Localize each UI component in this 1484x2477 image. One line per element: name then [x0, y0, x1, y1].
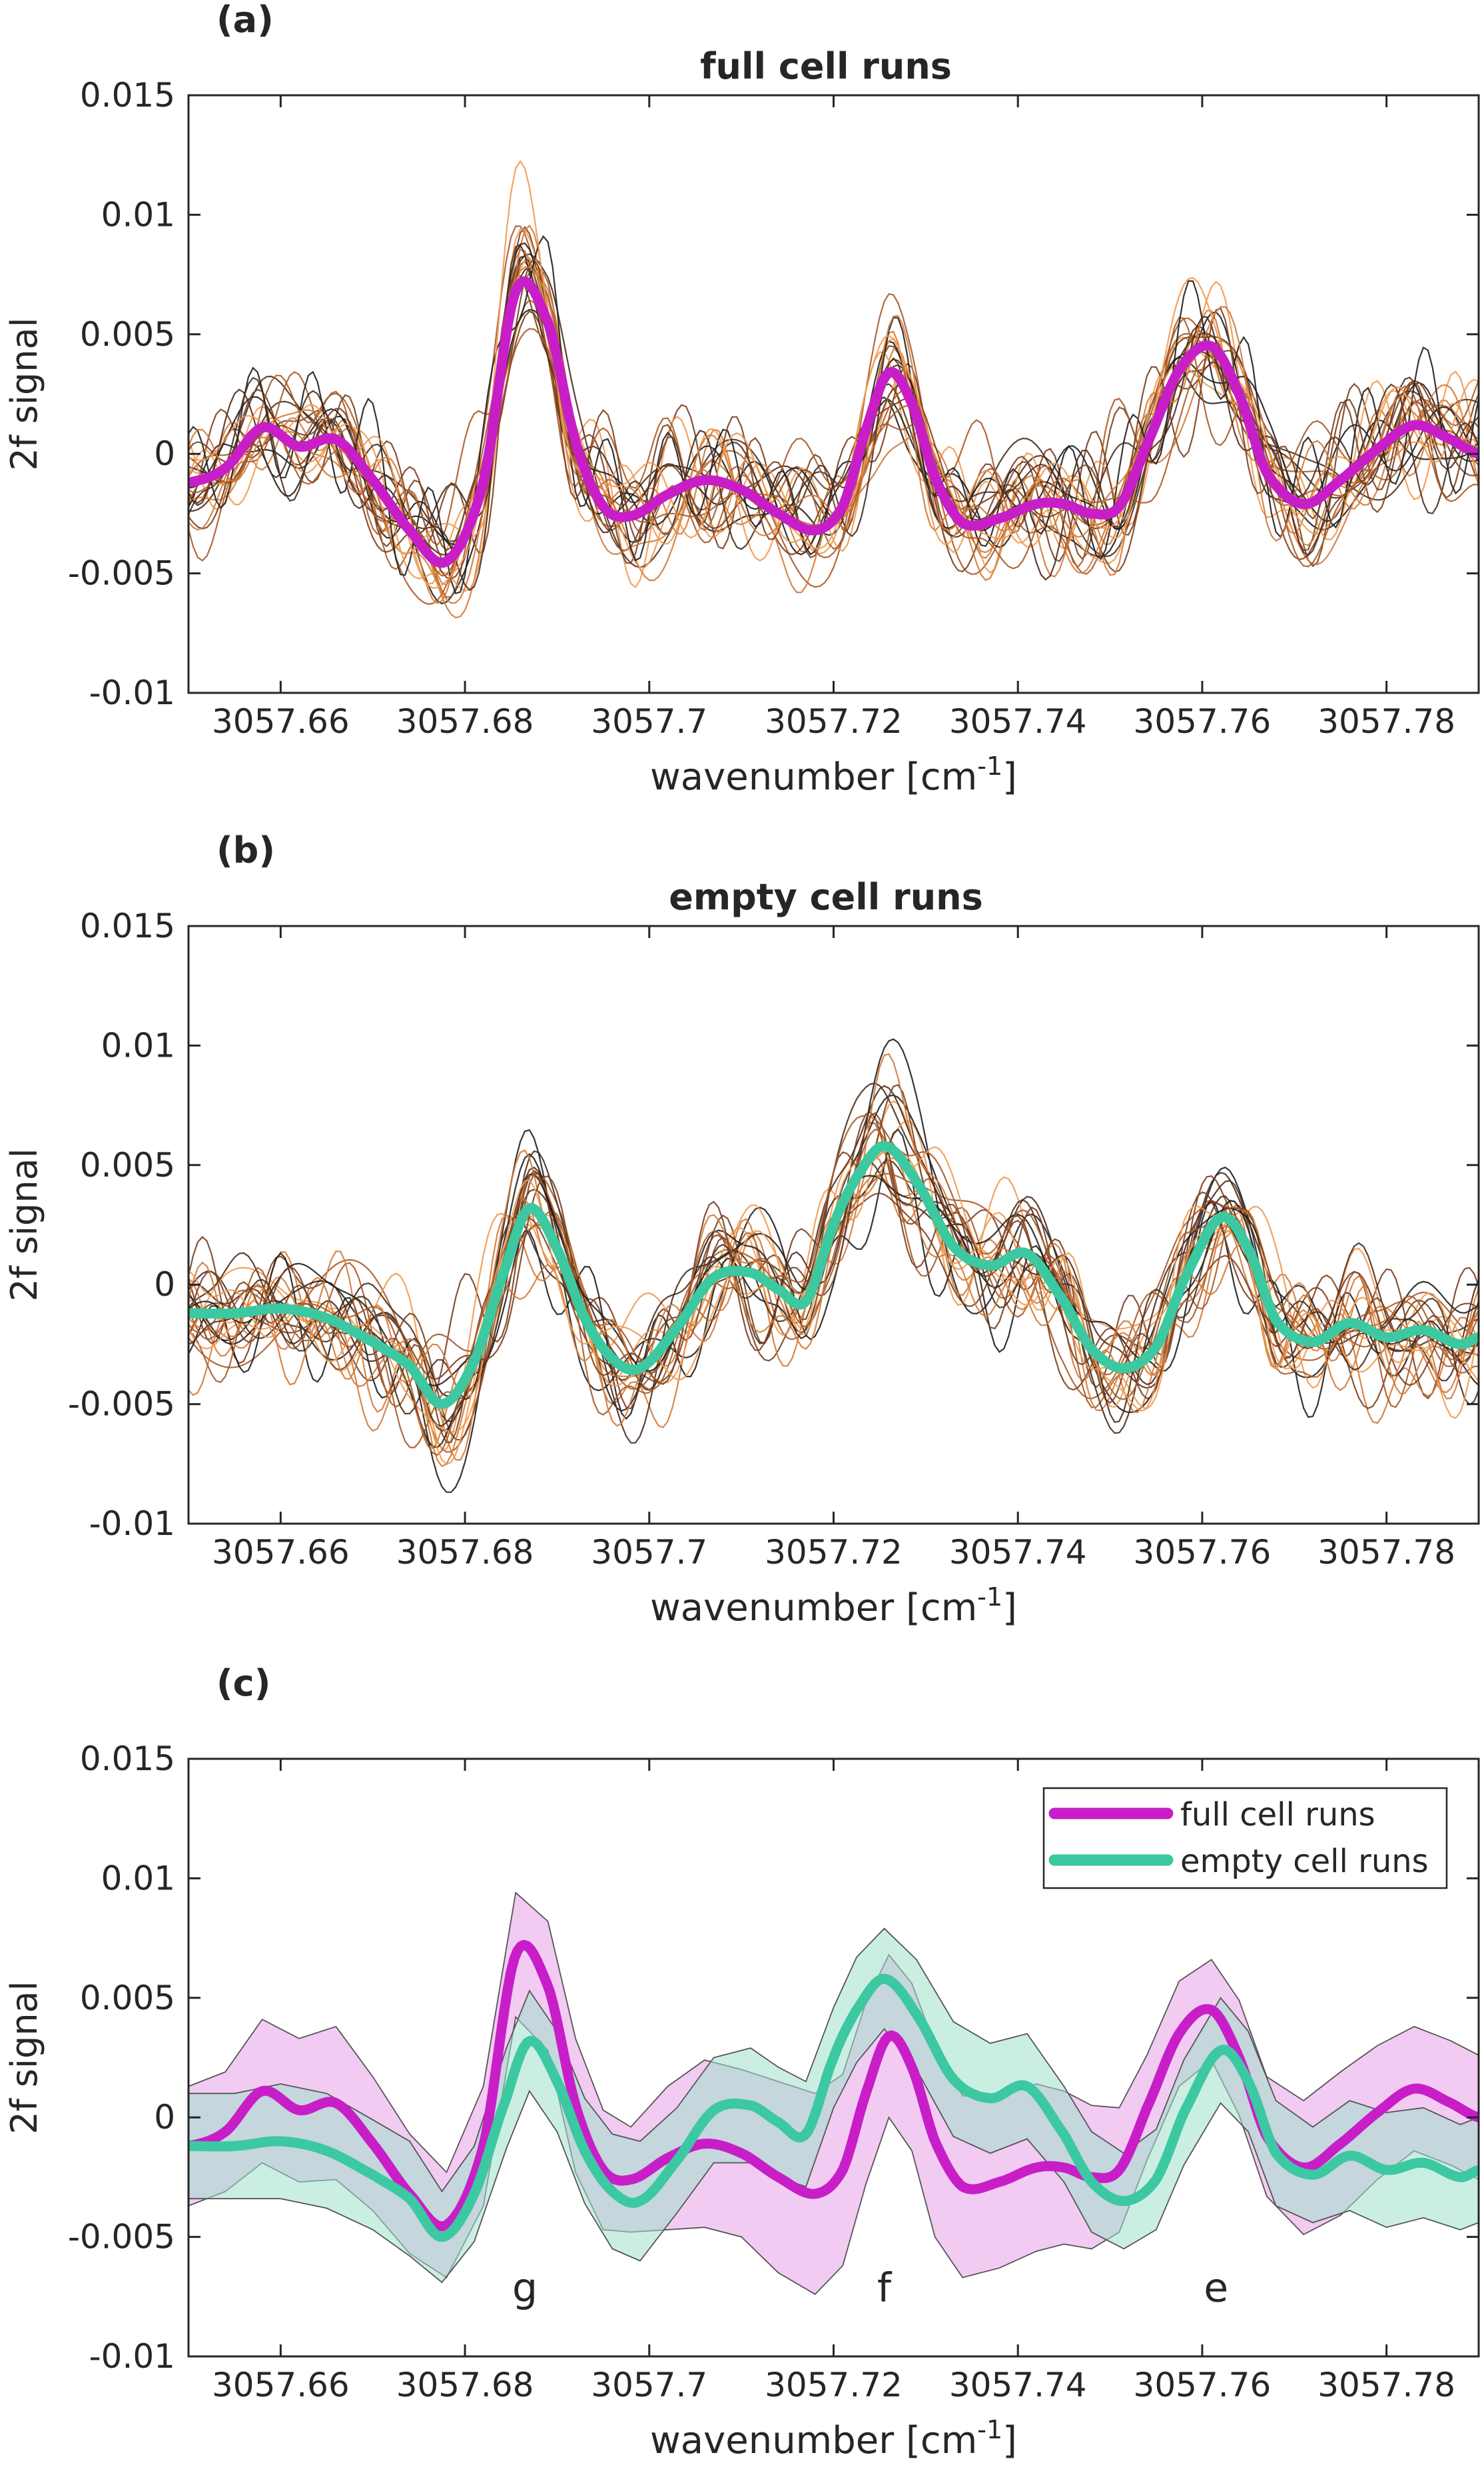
peak-label-f: f	[877, 2264, 893, 2311]
x-tick-label: 3057.78	[1317, 702, 1455, 741]
y-tick-label: 0.01	[101, 1026, 175, 1065]
y-tick-label: 0	[154, 434, 175, 473]
chart-title-b: empty cell runs	[669, 876, 982, 918]
legend: full cell runs empty cell runs	[1042, 1787, 1448, 1889]
run-trace	[188, 258, 1479, 563]
run-trace	[188, 224, 1479, 586]
y-tick-label: -0.01	[89, 1504, 175, 1543]
x-tick-label: 3057.66	[212, 1533, 350, 1572]
series-line-empty	[188, 1141, 1479, 1409]
panel-b: (b) empty cell runs 3057.66 3057.68 3057.7…	[3, 829, 1480, 1630]
x-tick-label: 3057.68	[396, 702, 534, 741]
y-axis-label-b: 2f signal	[3, 1148, 45, 1301]
x-tick-label: 3057.66	[212, 702, 350, 741]
run-trace	[188, 243, 1479, 592]
x-tick-label: 3057.74	[949, 2366, 1087, 2404]
axis-ticks-c: 3057.66 3057.68 3057.7 3057.72 3057.74 3057.7…	[68, 1739, 1479, 2404]
x-tick-label: 3057.7	[591, 1533, 707, 1572]
legend-box	[1042, 1787, 1448, 1889]
x-tick-label: 3057.68	[396, 2366, 534, 2404]
peak-label-g: g	[512, 2264, 538, 2311]
y-tick-label: 0.005	[80, 1146, 175, 1185]
x-tick-label: 3057.78	[1317, 2366, 1455, 2404]
run-trace	[188, 1100, 1479, 1412]
y-tick-label: 0.005	[80, 1979, 175, 2017]
run-trace	[188, 328, 1479, 577]
x-tick-label: 3057.7	[591, 2366, 707, 2404]
panel-label-a: (a)	[216, 0, 274, 41]
x-tick-label: 3057.76	[1134, 1533, 1272, 1572]
series-lines-b	[188, 1141, 1479, 1409]
y-tick-label: -0.005	[68, 2218, 175, 2256]
x-tick-label: 3057.76	[1134, 702, 1272, 741]
panel-label-b: (b)	[216, 829, 275, 871]
x-axis-label-a: wavenumber [cm-1]	[650, 751, 1017, 799]
legend-label-full: full cell runs	[1180, 1796, 1375, 1833]
background-runs-a	[188, 159, 1479, 619]
axis-ticks-b: 3057.66 3057.68 3057.7 3057.72 3057.74 3057.7…	[68, 907, 1479, 1572]
x-tick-label: 3057.74	[949, 702, 1087, 741]
y-tick-label: 0.01	[101, 195, 175, 234]
chart-title-a: full cell runs	[700, 45, 952, 87]
series-lines-a	[188, 276, 1479, 568]
y-tick-label: 0	[154, 2098, 175, 2137]
x-tick-label: 3057.78	[1317, 1533, 1455, 1572]
series-line-full	[188, 276, 1479, 568]
x-axis-label-b: wavenumber [cm-1]	[650, 1582, 1017, 1630]
y-tick-label: 0.005	[80, 315, 175, 354]
legend-label-empty: empty cell runs	[1180, 1843, 1429, 1880]
axis-ticks-a: 3057.66 3057.68 3057.7 3057.72 3057.74 3057.7…	[68, 76, 1479, 741]
x-tick-label: 3057.7	[591, 702, 707, 741]
x-tick-label: 3057.74	[949, 1533, 1087, 1572]
y-tick-label: 0.01	[101, 1859, 175, 1897]
y-tick-label: -0.005	[68, 1385, 175, 1424]
x-tick-label: 3057.66	[212, 2366, 350, 2404]
x-tick-label: 3057.68	[396, 1533, 534, 1572]
y-axis-label-c: 2f signal	[3, 1981, 45, 2134]
band-empty	[188, 1927, 1479, 2284]
series-line-empty	[188, 1973, 1479, 2242]
peak-label-e: e	[1204, 2264, 1228, 2311]
y-tick-label: -0.01	[89, 674, 175, 712]
panel-label-c: (c)	[216, 1662, 270, 1704]
x-tick-label: 3057.72	[765, 2366, 903, 2404]
x-tick-label: 3057.76	[1134, 2366, 1272, 2404]
y-tick-label: -0.005	[68, 554, 175, 593]
series-lines-c	[188, 1939, 1479, 2242]
y-tick-label: 0.015	[80, 907, 175, 945]
x-tick-label: 3057.72	[765, 702, 903, 741]
background-runs-b	[188, 1038, 1479, 1493]
x-axis-label-c: wavenumber [cm-1]	[650, 2415, 1017, 2462]
run-trace	[188, 1112, 1479, 1400]
y-tick-label: 0.015	[80, 76, 175, 115]
x-tick-label: 3057.72	[765, 1533, 903, 1572]
y-tick-label: 0	[154, 1265, 175, 1304]
y-axis-label-a: 2f signal	[3, 317, 45, 470]
y-tick-label: -0.01	[89, 2337, 175, 2376]
y-tick-label: 0.015	[80, 1739, 175, 1778]
panel-a: (a) full cell runs 3057.66 3057.68 3057.7 3…	[3, 0, 1480, 799]
